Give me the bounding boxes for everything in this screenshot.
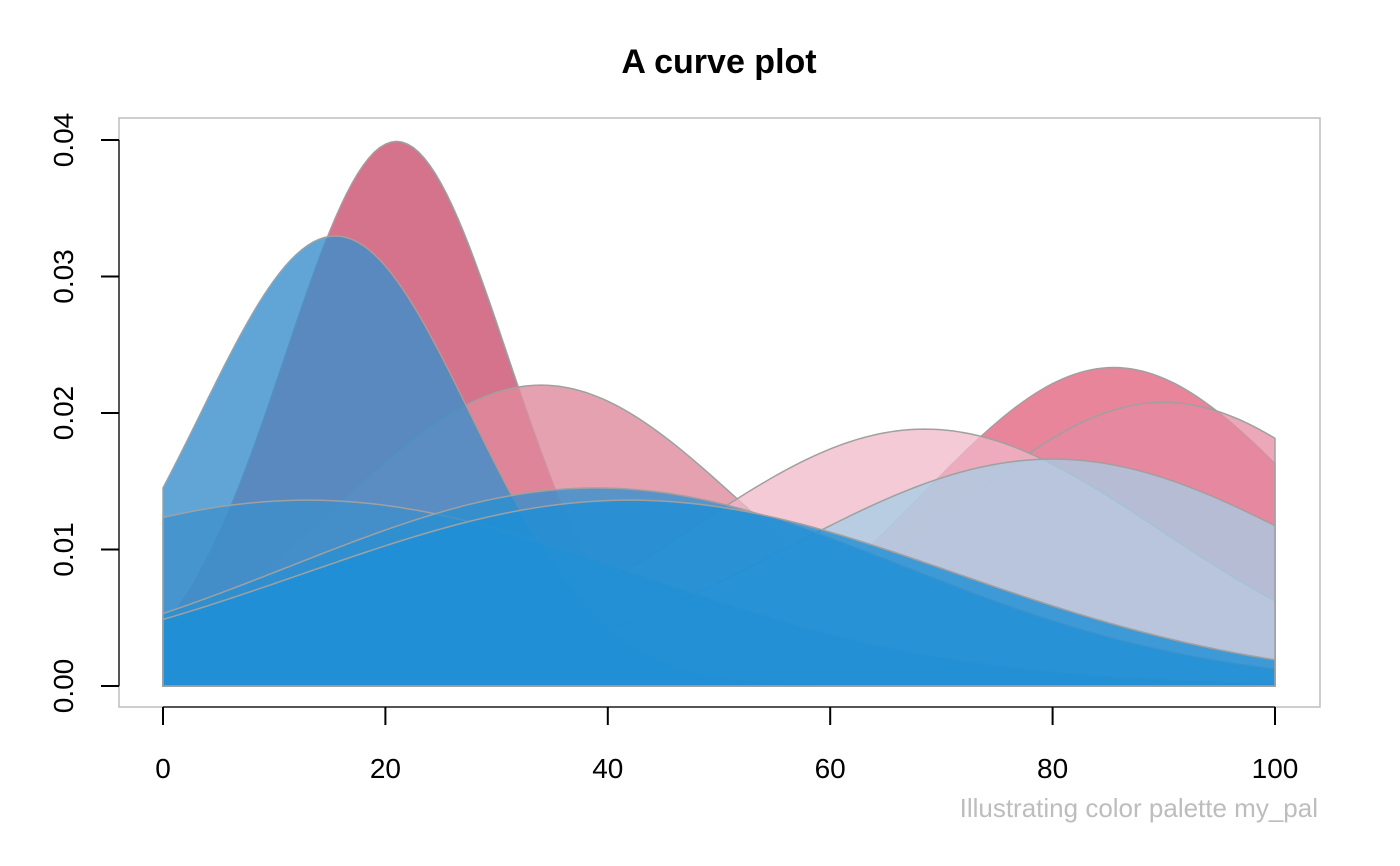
y-tick-label: 0.04 bbox=[48, 113, 79, 168]
chart-title: A curve plot bbox=[621, 43, 816, 81]
y-tick-label: 0.01 bbox=[48, 522, 79, 577]
y-tick-label: 0.03 bbox=[48, 249, 79, 304]
chart-caption: Illustrating color palette my_pal bbox=[960, 793, 1318, 823]
x-tick-label: 40 bbox=[592, 753, 623, 784]
x-tick-label: 80 bbox=[1037, 753, 1068, 784]
y-tick-label: 0.00 bbox=[48, 659, 79, 714]
x-tick-label: 0 bbox=[155, 753, 171, 784]
x-axis: 0 20 40 60 80 100 bbox=[155, 706, 1299, 784]
y-tick-label: 0.02 bbox=[48, 386, 79, 441]
y-axis: 0.00 0.01 0.02 0.03 0.04 bbox=[48, 113, 120, 714]
curve-area-10 bbox=[162, 499, 1276, 687]
x-tick-label: 20 bbox=[370, 753, 401, 784]
x-tick-label: 60 bbox=[815, 753, 846, 784]
x-tick-label: 100 bbox=[1252, 753, 1299, 784]
curves-layer bbox=[162, 140, 1276, 687]
